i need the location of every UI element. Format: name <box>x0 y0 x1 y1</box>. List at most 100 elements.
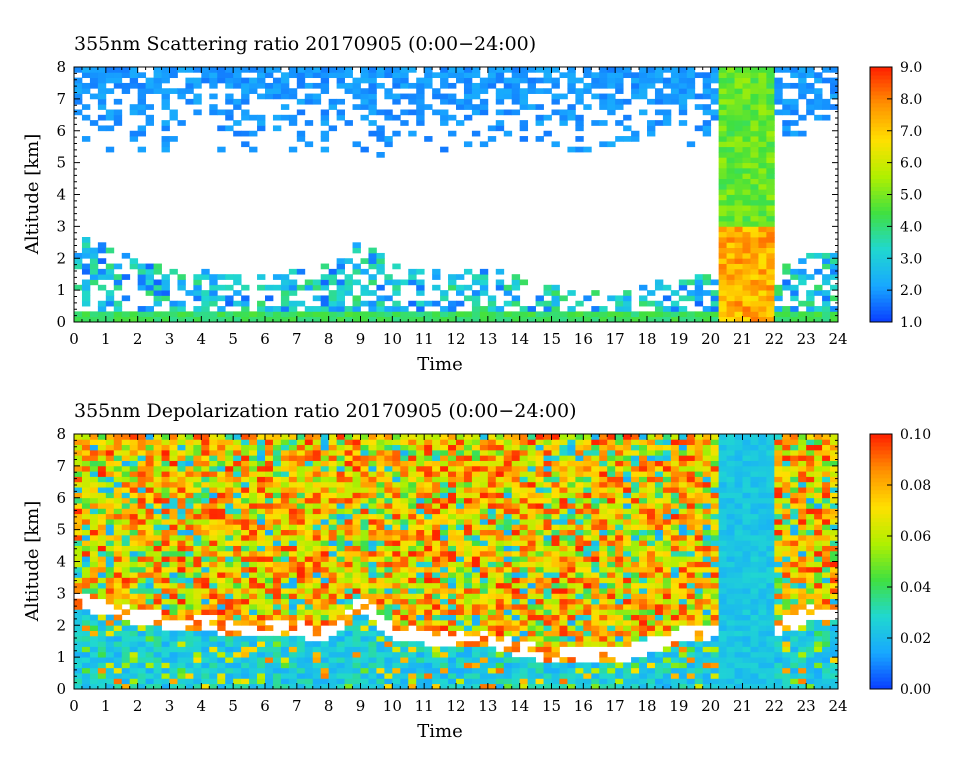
heatmap-cell <box>121 572 131 578</box>
heatmap-cell <box>193 529 202 536</box>
heatmap-cell <box>479 455 489 461</box>
heatmap-cell <box>607 93 616 100</box>
heatmap-cell <box>113 572 123 578</box>
heatmap-cell <box>81 481 91 488</box>
heatmap-cell <box>766 274 775 280</box>
heatmap-cell <box>575 678 584 685</box>
heatmap-cell <box>304 540 314 546</box>
heatmap-cell <box>177 439 186 446</box>
heatmap-cell <box>734 183 743 190</box>
heatmap-cell <box>806 109 815 116</box>
heatmap-cell <box>105 619 115 626</box>
heatmap-cell <box>193 598 202 605</box>
heatmap-cell <box>74 449 83 456</box>
heatmap-cell <box>416 519 425 525</box>
heatmap-cell <box>272 77 282 84</box>
heatmap-cell <box>145 268 154 275</box>
heatmap-cell <box>153 471 162 477</box>
heatmap-cell <box>503 630 513 637</box>
heatmap-cell <box>392 279 401 286</box>
heatmap-cell <box>193 534 202 541</box>
heatmap-cell <box>424 657 433 663</box>
heatmap-cell <box>193 508 202 515</box>
heatmap-cell <box>440 662 449 669</box>
heatmap-cell <box>463 434 473 440</box>
heatmap-cell <box>352 306 361 312</box>
heatmap-cell <box>726 258 735 264</box>
heatmap-cell <box>511 630 521 637</box>
heatmap-cell <box>296 673 306 679</box>
heatmap-cell <box>217 460 226 467</box>
heatmap-cell <box>527 540 536 546</box>
heatmap-cell <box>129 625 139 631</box>
heatmap-cell <box>742 316 751 323</box>
heatmap-cell <box>583 439 592 446</box>
heatmap-cell <box>121 455 131 461</box>
heatmap-cell <box>113 492 123 499</box>
heatmap-cell <box>368 534 377 541</box>
heatmap-cell <box>479 487 489 493</box>
heatmap-cell <box>320 508 330 515</box>
heatmap-cell <box>535 88 544 94</box>
heatmap-cell <box>734 199 743 206</box>
heatmap-cell <box>145 434 154 440</box>
heatmap-cell <box>145 279 154 286</box>
heatmap-cell <box>750 306 759 312</box>
heatmap-cell <box>376 300 385 307</box>
heatmap-cell <box>296 556 306 562</box>
heatmap-cell <box>105 481 115 488</box>
heatmap-cell <box>74 284 83 291</box>
heatmap-cell <box>408 300 417 307</box>
heatmap-cell <box>272 598 282 605</box>
heatmap-cell <box>288 577 298 584</box>
heatmap-cell <box>591 572 600 578</box>
heatmap-cell <box>479 673 489 679</box>
heatmap-cell <box>376 152 385 158</box>
heatmap-cell <box>559 434 568 440</box>
heatmap-cell <box>471 434 481 440</box>
heatmap-cell <box>241 471 250 477</box>
heatmap-cell <box>280 683 290 690</box>
heatmap-cell <box>790 67 799 73</box>
heatmap-cell <box>495 534 505 541</box>
heatmap-cell <box>320 109 330 116</box>
heatmap-cell <box>137 311 147 318</box>
heatmap-cell <box>766 93 775 100</box>
heatmap-cell <box>495 439 505 446</box>
heatmap-cell <box>495 508 505 515</box>
heatmap-cell <box>487 683 497 690</box>
heatmap-cell <box>272 88 282 94</box>
heatmap-cell <box>479 306 489 312</box>
heatmap-cell <box>145 513 154 520</box>
heatmap-cell <box>471 82 481 89</box>
heatmap-cell <box>129 263 139 270</box>
heatmap-cell <box>296 481 306 488</box>
heatmap-cell <box>392 460 401 467</box>
heatmap-cell <box>750 311 759 318</box>
colorbar-segment <box>870 134 892 140</box>
heatmap-cell <box>137 88 147 94</box>
heatmap-cell <box>145 588 154 594</box>
heatmap-cell <box>153 604 162 610</box>
heatmap-cell <box>105 630 115 637</box>
heatmap-cell <box>487 136 497 142</box>
heatmap-cell <box>280 646 290 653</box>
heatmap-cell <box>312 306 322 312</box>
heatmap-cell <box>209 444 218 451</box>
heatmap-cell <box>97 104 107 110</box>
colorbar-segment <box>870 78 892 84</box>
heatmap-cell <box>479 662 489 669</box>
heatmap-cell <box>74 529 83 536</box>
heatmap-cell <box>265 455 274 461</box>
heatmap-cell <box>336 316 345 323</box>
heatmap-cell <box>129 561 139 568</box>
heatmap-cell <box>312 455 322 461</box>
heatmap-cell <box>368 471 377 477</box>
heatmap-cell <box>400 625 409 631</box>
heatmap-cell <box>193 566 202 573</box>
heatmap-cell <box>185 667 194 674</box>
heatmap-cell <box>105 492 115 499</box>
heatmap-cell <box>193 77 202 84</box>
heatmap-cell <box>567 311 576 318</box>
heatmap-cell <box>742 226 751 233</box>
